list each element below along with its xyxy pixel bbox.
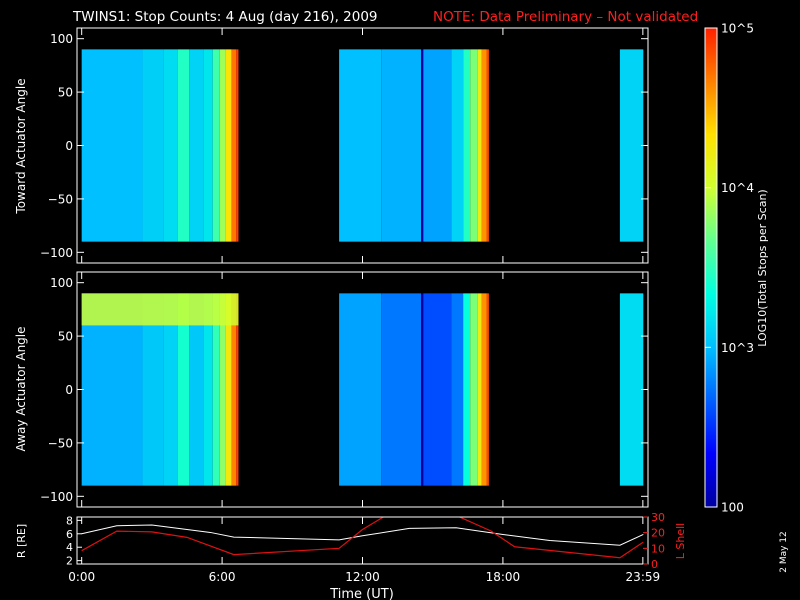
toward-heat-column — [212, 49, 220, 242]
x-axis-label: Time (UT) — [329, 587, 394, 600]
colorbar: 10^5 10^4 10^3 100 LOG10(Total Stops per Sc… — [704, 22, 769, 515]
colorbar-tick-label: 100 — [721, 501, 744, 515]
away-heat-column — [477, 293, 482, 486]
orbit-left-tick-label: 2 — [66, 555, 73, 568]
orbit-right-tick-label: 30 — [651, 511, 665, 524]
colorbar-tick-label: 10^3 — [721, 341, 754, 355]
orbit-right-ticks: 30 20 10 0 — [643, 511, 665, 571]
toward-heat-column — [470, 49, 478, 242]
toward-ylabel: Toward Actuator Angle — [14, 78, 28, 214]
colorbar-ticks: 10^5 10^4 10^3 100 — [705, 22, 754, 515]
orbit-panel-frame — [76, 516, 649, 565]
colorbar-label: LOG10(Total Stops per Scan) — [756, 189, 769, 346]
away-heat-column — [339, 293, 382, 486]
toward-heat-column — [486, 49, 489, 242]
away-heat-column — [423, 293, 452, 486]
away-heat-column — [189, 293, 204, 486]
orbit-right-label: L Shell — [674, 523, 687, 559]
toward-heat-column — [225, 49, 232, 242]
x-tick-label: 18:00 — [486, 570, 521, 584]
toward-heat-column — [142, 49, 164, 242]
away-heat-column — [231, 293, 237, 486]
away-ylabel: Away Actuator Angle — [14, 326, 28, 451]
away-heat-column — [225, 293, 232, 486]
toward-heat-column — [236, 49, 239, 242]
toward-y-tick-label: 0 — [65, 139, 73, 153]
chart-title: TWINS1: Stop Counts: 4 Aug (day 216), 20… — [72, 9, 378, 25]
toward-panel: 100 50 0 −50 −100 Toward Actuator Angle — [14, 27, 649, 264]
away-heat-column — [486, 293, 489, 486]
toward-heat-column — [421, 49, 424, 242]
x-tick-label: 12:00 — [345, 570, 380, 584]
toward-y-ticks: 100 50 0 −50 −100 — [40, 32, 648, 260]
toward-heat-column — [477, 49, 482, 242]
toward-heat-column — [231, 49, 237, 242]
away-heat-column — [177, 293, 190, 486]
away-heat-column — [212, 293, 220, 486]
toward-heat-column — [189, 49, 204, 242]
toward-heat-column — [177, 49, 190, 242]
away-heat-column — [421, 293, 424, 486]
toward-heat-column — [203, 49, 213, 242]
away-panel: 100 50 0 −50 −100 Away Actuator Angle — [14, 271, 649, 508]
away-heat-column — [470, 293, 478, 486]
away-heat-column — [163, 293, 178, 486]
away-heat-column — [236, 293, 239, 486]
x-tick-label: 0:00 — [68, 570, 95, 584]
orbit-right-tick-label: 20 — [651, 527, 665, 540]
toward-heat-column — [463, 49, 471, 242]
x-tick-label: 23:59 — [626, 570, 661, 584]
away-y-tick-label: 50 — [58, 330, 73, 344]
away-heat-column — [481, 293, 487, 486]
orbit-left-tick-label: 4 — [66, 541, 73, 554]
toward-heat-column — [163, 49, 178, 242]
orbit-right-tick-label: 10 — [651, 542, 665, 555]
away-heat-column — [381, 293, 422, 486]
orbit-lines — [81, 517, 644, 559]
away-heat-column — [619, 293, 644, 486]
toward-y-tick-label: −50 — [48, 192, 73, 206]
orbit-left-label: R [RE] — [15, 524, 28, 558]
away-heat-column — [203, 293, 213, 486]
preliminary-note: NOTE: Data Preliminary – Not validated — [433, 9, 698, 25]
away-y-tick-label: −100 — [40, 490, 73, 504]
away-bright-band — [81, 293, 239, 326]
x-tick-label: 6:00 — [209, 570, 236, 584]
colorbar-tick-label: 10^5 — [721, 22, 754, 36]
away-y-tick-label: −50 — [48, 436, 73, 450]
away-heat-column — [451, 293, 464, 486]
orbit-left-tick-label: 6 — [66, 528, 73, 541]
away-y-ticks: 100 50 0 −50 −100 — [40, 276, 648, 504]
r-distance-line — [81, 524, 644, 546]
toward-heat-column — [219, 49, 226, 242]
orbit-right-tick-label: 0 — [651, 558, 658, 571]
toward-heat-column — [339, 49, 382, 242]
away-heat-column — [219, 293, 226, 486]
away-y-tick-label: 0 — [65, 383, 73, 397]
toward-heat-column — [481, 49, 487, 242]
toward-y-tick-label: 100 — [50, 32, 73, 46]
toward-heatmap — [81, 49, 644, 242]
toward-heat-column — [451, 49, 464, 242]
x-axis: 0:00 6:00 12:00 18:00 23:59 — [68, 28, 660, 584]
l-shell-line — [81, 517, 644, 559]
away-heat-column — [142, 293, 164, 486]
colorbar-tick-label: 10^4 — [721, 181, 754, 195]
away-heat-column — [463, 293, 471, 486]
toward-heat-column — [81, 49, 143, 242]
toward-heat-column — [619, 49, 644, 242]
footer-date: 2 May 12 — [779, 531, 789, 573]
orbit-left-tick-label: 8 — [66, 514, 73, 527]
toward-heat-column — [423, 49, 452, 242]
colorbar-gradient — [705, 28, 717, 507]
away-y-tick-label: 100 — [50, 276, 73, 290]
toward-y-tick-label: −100 — [40, 246, 73, 260]
toward-heat-column — [381, 49, 422, 242]
away-heatmap — [81, 293, 644, 486]
toward-y-tick-label: 50 — [58, 86, 73, 100]
